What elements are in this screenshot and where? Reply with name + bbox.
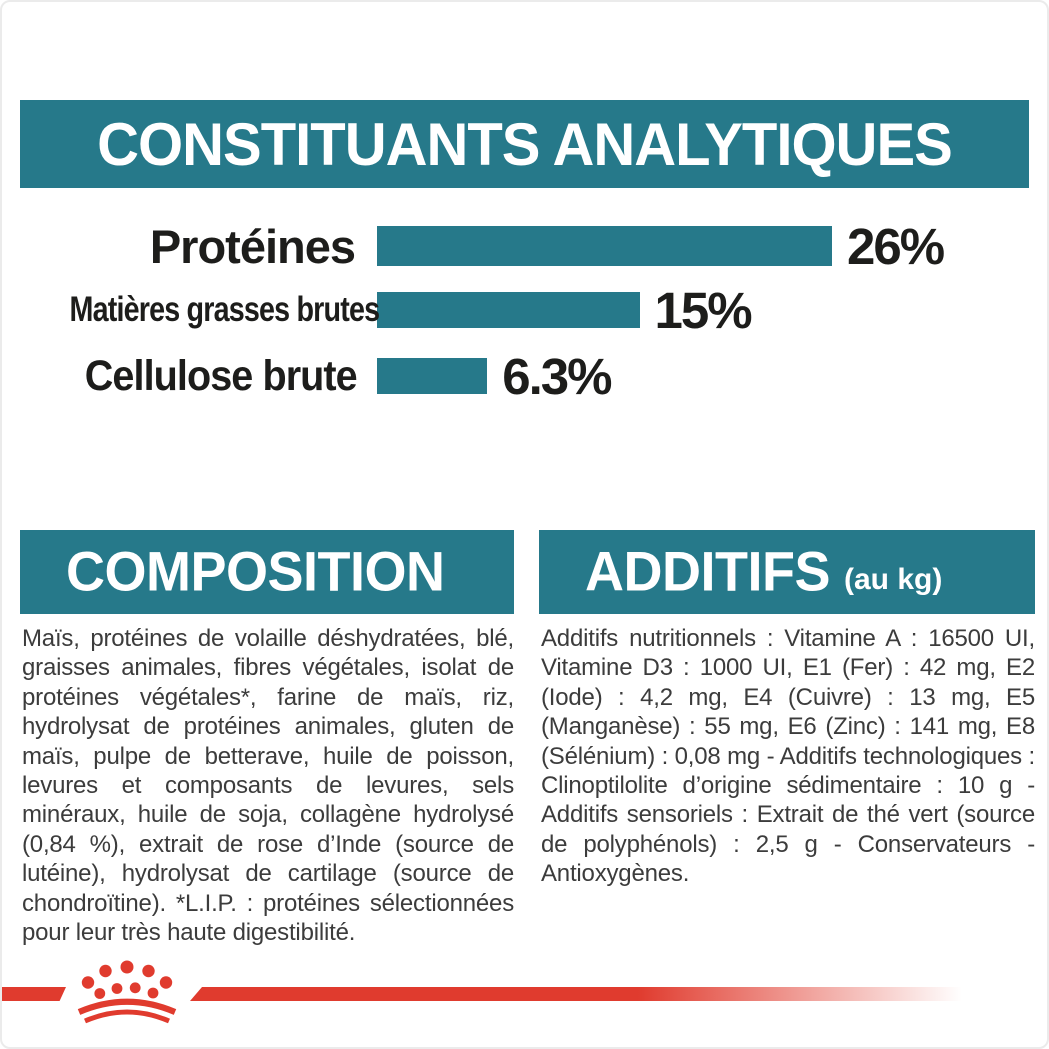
additifs-banner: ADDITIFS (au kg) [539,530,1035,614]
composition-title: COMPOSITION [66,541,445,603]
chart-value-fibre: 6.3% [502,347,612,405]
additifs-title: ADDITIFS [585,541,831,603]
composition-banner: COMPOSITION [20,530,514,614]
chart-label-fibre: Cellulose brute [84,351,358,400]
chart-value-fat: 15% [654,281,753,339]
additifs-body: Additifs nutritionnels : Vitamine A : 16… [541,625,1035,888]
additifs-title-suffix: (au kg) [844,563,943,596]
royal-canin-crown-logo [77,960,177,1024]
chart-bar-fat [377,292,640,328]
chart-row-fat: Matières grasses brutes 15% [2,282,1047,339]
footer-red-line-left [2,987,66,1001]
chart-row-fibre: Cellulose brute 6.3% [2,348,1047,405]
chart-bar-proteins [377,226,832,266]
analytical-constituents-title: CONSTITUANTS ANALYTIQUES [97,110,953,178]
composition-body: Maïs, protéines de volaille déshydratées… [22,625,514,947]
chart-row-proteins: Protéines 26% [2,218,1047,275]
chart-value-proteins: 26% [847,217,945,275]
footer-red-line-right [190,987,962,1001]
chart-bar-fibre [377,358,488,394]
analytical-constituents-banner: CONSTITUANTS ANALYTIQUES [20,100,1029,188]
chart-label-proteins: Protéines [149,219,356,273]
chart-label-fat: Matières grasses brutes [69,290,381,329]
